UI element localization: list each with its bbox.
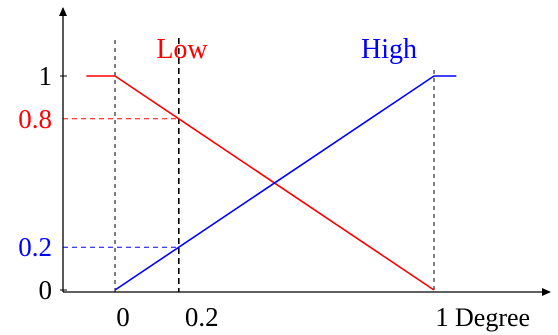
y-tick-label: 0.2	[18, 232, 52, 262]
labels: Degree Low High 0 0.2 0.8 1 0 0.2 1	[18, 34, 530, 332]
series-label-low: Low	[156, 34, 208, 65]
series-line-low	[86, 75, 435, 291]
series-line-high	[114, 75, 457, 291]
x-tick-label: 0.2	[185, 302, 219, 332]
series-lines	[86, 75, 457, 291]
series-label-high: High	[361, 34, 417, 65]
x-axis-label: Degree	[455, 303, 530, 332]
axes	[59, 7, 551, 296]
y-tick-label: 0	[39, 275, 53, 305]
y-tick-label: 1	[39, 61, 53, 91]
x-tick-label: 0	[116, 302, 130, 332]
x-tick-label: 1	[435, 302, 449, 332]
y-tick-label: 0.8	[18, 104, 52, 134]
